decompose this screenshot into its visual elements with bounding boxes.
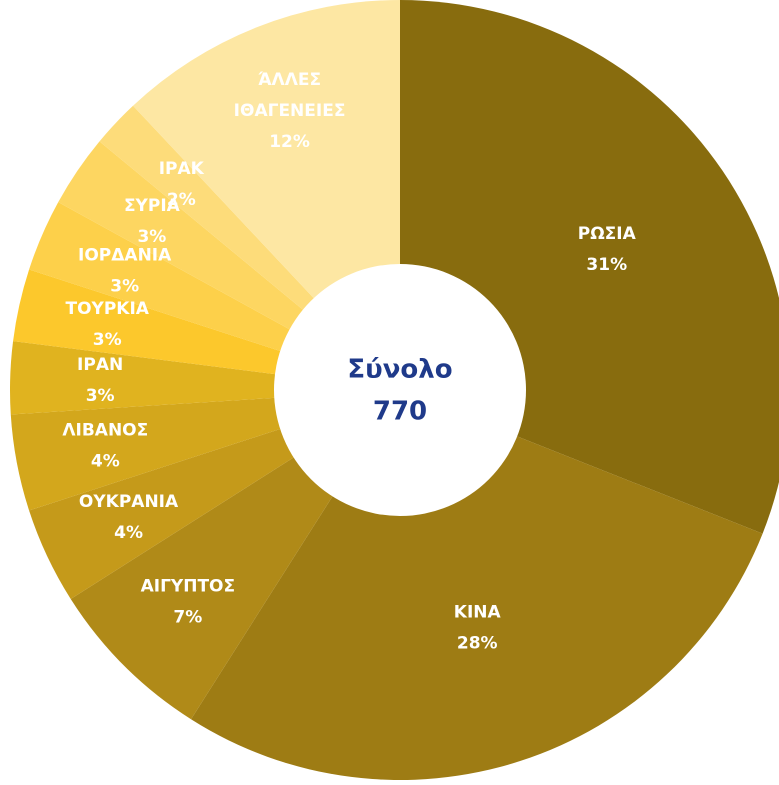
value-label: 4% bbox=[114, 523, 143, 543]
labels: ΡΩΣΙΑ 31%ΚΙΝΑ 28%ΑΙΓΥΠΤΟΣ 7%ΟΥΚΡΑΝΙΑ 4%ΛΙΒΑΝ… bbox=[62, 70, 636, 653]
category-label: ΣΥΡΙΑ bbox=[124, 196, 181, 216]
slice-label: ΑΙΓΥΠΤΟΣ 7% bbox=[141, 577, 236, 628]
value-label: 3% bbox=[86, 386, 115, 406]
value-label: 3% bbox=[93, 330, 122, 350]
category-label: ΚΙΝΑ bbox=[454, 602, 502, 622]
slice-label: ΟΥΚΡΑΝΙΑ 4% bbox=[79, 492, 179, 543]
slice-label: ΙΡΑΝ 3% bbox=[77, 355, 123, 406]
category-label: ΟΥΚΡΑΝΙΑ bbox=[79, 492, 179, 512]
slice-label: ΣΥΡΙΑ 3% bbox=[124, 196, 181, 247]
value-label: 12% bbox=[269, 132, 310, 152]
category-label: ΙΡΑΝ bbox=[77, 355, 123, 375]
category-label: ΤΟΥΡΚΙΑ bbox=[65, 299, 149, 319]
value-label: 7% bbox=[173, 608, 202, 628]
value-label: 31% bbox=[586, 255, 627, 275]
category-line: ΆΛΛΕΣ bbox=[258, 70, 321, 90]
category-label: ΛΙΒΑΝΟΣ bbox=[62, 421, 148, 441]
slice-label: ΆΛΛΕΣ ΙΘΑΓΕΝΕΙΕΣ 12% bbox=[234, 70, 346, 152]
donut-hole bbox=[274, 264, 526, 516]
category-label: ΙΡΑΚ bbox=[159, 159, 205, 179]
value-label: 28% bbox=[457, 633, 498, 653]
category-label: ΙΟΡΔΑΝΙΑ bbox=[78, 245, 172, 265]
category-label: ΡΩΣΙΑ bbox=[578, 224, 637, 244]
value-label: 2% bbox=[167, 190, 196, 210]
slice bbox=[10, 341, 401, 415]
center-total: 770 bbox=[373, 397, 427, 427]
slice-label: ΙΡΑΚ 2% bbox=[159, 159, 205, 210]
center-title: Σύνολο bbox=[347, 355, 452, 385]
value-label: 3% bbox=[110, 276, 139, 296]
slice-label: ΡΩΣΙΑ 31% bbox=[578, 224, 637, 275]
category-label: ΆΛΛΕΣ ΙΘΑΓΕΝΕΙΕΣ bbox=[234, 70, 346, 121]
slice-label: ΛΙΒΑΝΟΣ 4% bbox=[62, 421, 148, 472]
value-label: 3% bbox=[137, 227, 166, 247]
slice-label: ΚΙΝΑ 28% bbox=[454, 602, 502, 653]
slice-label: ΙΟΡΔΑΝΙΑ 3% bbox=[78, 245, 172, 296]
value-label: 4% bbox=[91, 452, 120, 472]
slice-label: ΤΟΥΡΚΙΑ 3% bbox=[65, 299, 149, 350]
slice bbox=[191, 390, 763, 781]
category-label: ΑΙΓΥΠΤΟΣ bbox=[141, 577, 236, 597]
category-line: ΙΘΑΓΕΝΕΙΕΣ bbox=[234, 101, 346, 121]
